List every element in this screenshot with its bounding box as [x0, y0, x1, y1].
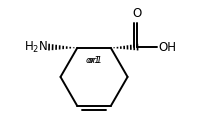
- Text: H$_2$N: H$_2$N: [24, 40, 48, 55]
- Text: or1: or1: [86, 56, 101, 65]
- Text: OH: OH: [158, 41, 176, 54]
- Text: O: O: [133, 7, 142, 20]
- Text: or1: or1: [88, 56, 103, 65]
